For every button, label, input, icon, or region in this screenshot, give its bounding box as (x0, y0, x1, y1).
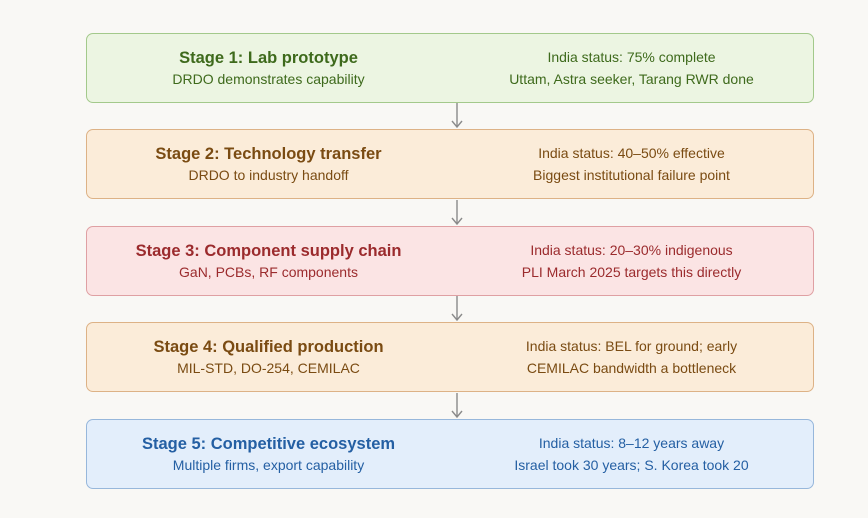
stage-2-description: Stage 2: Technology transfer DRDO to ind… (87, 130, 450, 198)
stage-5-title: Stage 5: Competitive ecosystem (141, 435, 396, 453)
stage-4-title: Stage 4: Qualified production (153, 338, 384, 356)
stage-3-description: Stage 3: Component supply chain GaN, PCB… (87, 227, 450, 295)
stage-1-note: Uttam, Astra seeker, Tarang RWR done (509, 71, 754, 87)
stage-1-status: India status: 75% complete Uttam, Astra … (450, 34, 813, 102)
stage-3-box: Stage 3: Component supply chain GaN, PCB… (86, 226, 814, 296)
stage-2-status-text: India status: 40–50% effective (538, 145, 725, 161)
stage-5-status: India status: 8–12 years away Israel too… (450, 420, 813, 488)
stage-1-box: Stage 1: Lab prototype DRDO demonstrates… (86, 33, 814, 103)
stage-5-note: Israel took 30 years; S. Korea took 20 (514, 457, 749, 473)
stage-3-note: PLI March 2025 targets this directly (521, 264, 742, 280)
stage-5-description: Stage 5: Competitive ecosystem Multiple … (87, 420, 450, 488)
stage-2-subtitle: DRDO to industry handoff (188, 167, 349, 183)
stage-4-status: India status: BEL for ground; early CEMI… (450, 323, 813, 391)
stage-3-title: Stage 3: Component supply chain (135, 242, 402, 260)
stage-5-subtitle: Multiple firms, export capability (172, 457, 365, 473)
stage-1-subtitle: DRDO demonstrates capability (172, 71, 365, 87)
stage-2-status: India status: 40–50% effective Biggest i… (450, 130, 813, 198)
stage-4-subtitle: MIL-STD, DO-254, CEMILAC (177, 360, 360, 376)
arrow-down-icon (451, 200, 463, 226)
stage-2-note: Biggest institutional failure point (533, 167, 730, 183)
stage-1-description: Stage 1: Lab prototype DRDO demonstrates… (87, 34, 450, 102)
stage-4-status-text: India status: BEL for ground; early (525, 338, 738, 354)
stage-3-status-text: India status: 20–30% indigenous (530, 242, 733, 258)
stage-2-title: Stage 2: Technology transfer (155, 145, 382, 163)
arrow-down-icon (451, 296, 463, 322)
stage-3-subtitle: GaN, PCBs, RF components (179, 264, 358, 280)
stage-1-status-text: India status: 75% complete (547, 49, 716, 65)
arrow-down-icon (451, 393, 463, 419)
stage-4-box: Stage 4: Qualified production MIL-STD, D… (86, 322, 814, 392)
stage-4-description: Stage 4: Qualified production MIL-STD, D… (87, 323, 450, 391)
arrow-down-icon (451, 103, 463, 129)
stage-4-note: CEMILAC bandwidth a bottleneck (526, 360, 737, 376)
stage-2-box: Stage 2: Technology transfer DRDO to ind… (86, 129, 814, 199)
stage-5-box: Stage 5: Competitive ecosystem Multiple … (86, 419, 814, 489)
stage-5-status-text: India status: 8–12 years away (538, 435, 725, 451)
stage-3-status: India status: 20–30% indigenous PLI Marc… (450, 227, 813, 295)
stage-1-title: Stage 1: Lab prototype (179, 49, 358, 67)
